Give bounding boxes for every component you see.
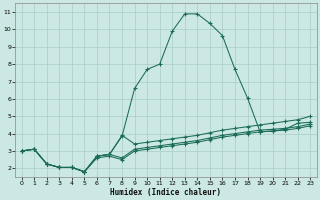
X-axis label: Humidex (Indice chaleur): Humidex (Indice chaleur): [110, 188, 221, 197]
